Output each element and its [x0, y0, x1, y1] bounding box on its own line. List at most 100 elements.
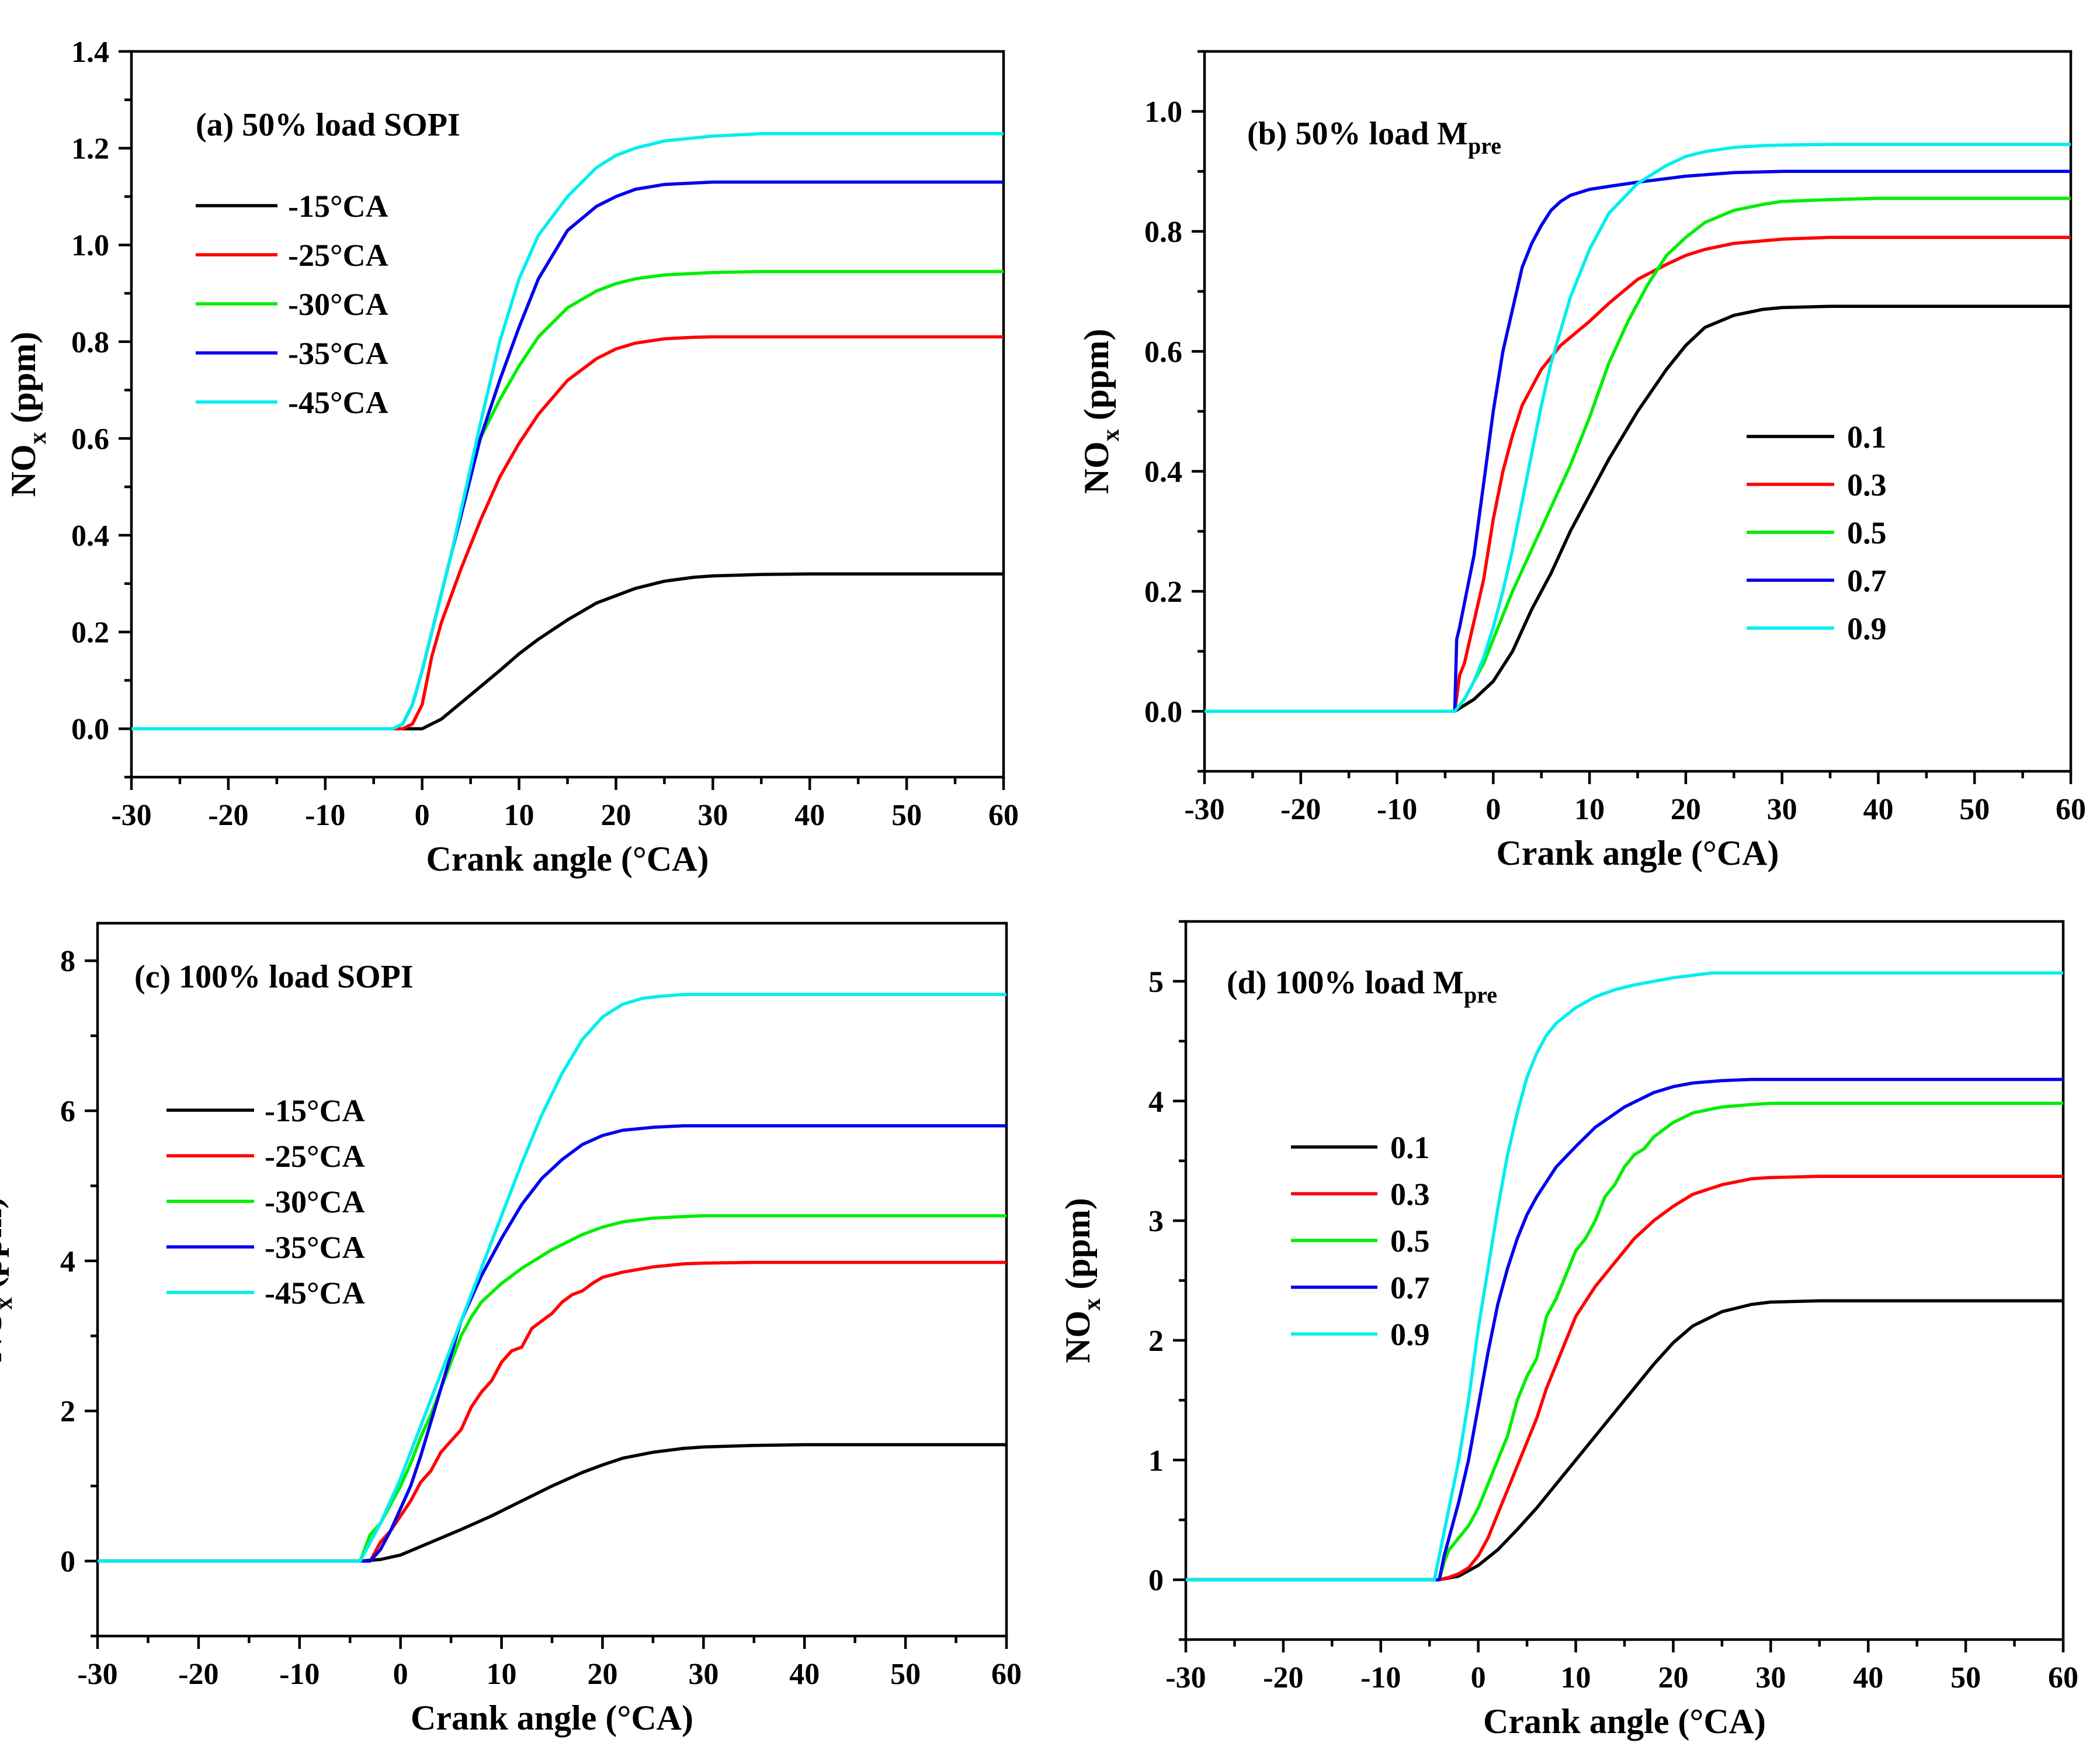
y-tick-label-b: 1.0: [1144, 96, 1182, 129]
x-tick-label-b: 60: [2056, 793, 2086, 826]
plot-frame-d: [1184, 920, 2065, 1641]
series-line-d-0: [1186, 1299, 2063, 1582]
legend-label-c-0: -15°CA: [265, 1093, 365, 1128]
legend-label-a-2: -30°CA: [288, 287, 388, 322]
series-line-b-0: [1205, 304, 2071, 713]
x-axis-label-c: Crank angle (°CA): [411, 1699, 693, 1737]
legend-label-c-4: -45°CA: [265, 1276, 365, 1311]
legend-label-a-1: -25°CA: [288, 238, 388, 273]
legend-label-a-4: -45°CA: [288, 385, 388, 420]
x-tick-label-a: 50: [891, 799, 922, 832]
x-tick-label-a: -20: [208, 799, 248, 832]
y-tick-label-b: 0.6: [1144, 335, 1182, 369]
series-line-b-3: [1205, 169, 2071, 713]
y-axis-label-d: NOx (ppm): [1058, 1198, 1106, 1363]
y-tick-label-c: 6: [60, 1095, 75, 1128]
x-tick-label-b: -20: [1280, 793, 1321, 826]
legend-label-d-1: 0.3: [1390, 1177, 1430, 1212]
y-tick-label-b: 0.4: [1144, 456, 1182, 489]
x-tick-label-b: 40: [1863, 793, 1893, 826]
y-tick-label-a: 0.4: [71, 519, 109, 553]
y-tick-label-d: 3: [1148, 1205, 1164, 1238]
x-tick-label-c: 30: [688, 1658, 718, 1691]
y-tick-label-a: 1.4: [71, 36, 109, 69]
x-tick-label-b: 20: [1671, 793, 1701, 826]
x-tick-label-c: 10: [487, 1658, 517, 1691]
series-line-c-3: [98, 1124, 1006, 1563]
series-line-d-1: [1186, 1174, 2063, 1582]
x-axis-label-b: Crank angle (°CA): [1497, 834, 1779, 872]
y-tick-label-a: 0.0: [71, 713, 109, 746]
x-axis-label-d: Crank angle (°CA): [1483, 1702, 1766, 1741]
y-tick-label-d: 5: [1148, 965, 1164, 999]
x-tick-label-a: 10: [504, 799, 534, 832]
x-tick-label-b: 50: [1959, 793, 1990, 826]
series-line-b-1: [1205, 235, 2071, 713]
series-line-a-4: [131, 132, 1004, 730]
x-tick-label-c: 0: [393, 1658, 408, 1691]
legend-label-b-3: 0.7: [1847, 563, 1887, 598]
legend-label-d-2: 0.5: [1390, 1224, 1430, 1259]
panel-b: -30 -20 -10 0 10 20 30 40 50 60 0.0 0.2 0.4 0.6 0.8 1.0…: [1077, 50, 2086, 872]
y-tick-label-c: 0: [60, 1545, 75, 1579]
series-line-d-3: [1186, 1077, 2063, 1582]
x-tick-label-b: -30: [1184, 793, 1224, 826]
y-axis-label-c: NOx (ppm): [0, 1197, 18, 1363]
series-line-a-3: [131, 180, 1004, 730]
y-tick-label-d: 4: [1148, 1085, 1164, 1118]
series-line-c-2: [98, 1214, 1006, 1563]
panel-title-b: (b) 50% load Mpre: [1247, 116, 1501, 159]
y-tick-label-a: 0.6: [71, 422, 109, 456]
x-tick-label-d: -30: [1165, 1661, 1206, 1694]
x-tick-label-a: 40: [794, 799, 825, 832]
panel-a: -30 -20 -10 0 10 20 30 40 50 60 0.0 0.2 0.4 0.6 0.8 1.0…: [4, 36, 1019, 878]
y-tick-label-b: 0.2: [1144, 576, 1182, 609]
y-tick-label-b: 0.0: [1144, 695, 1182, 729]
series-line-c-0: [98, 1443, 1006, 1563]
x-tick-label-b: 30: [1767, 793, 1797, 826]
y-tick-label-a: 1.0: [71, 229, 109, 262]
legend-label-c-3: -35°CA: [265, 1230, 365, 1265]
x-tick-label-b: -10: [1377, 793, 1417, 826]
x-tick-label-c: -20: [178, 1658, 218, 1691]
x-tick-label-c: 60: [991, 1658, 1022, 1691]
legend-label-c-1: -25°CA: [265, 1139, 365, 1174]
y-tick-label-d: 1: [1148, 1444, 1164, 1478]
panel-title-a: (a) 50% load SOPI: [196, 107, 460, 143]
x-tick-label-d: 40: [1853, 1661, 1883, 1694]
y-tick-label-a: 1.2: [71, 133, 109, 166]
y-axis-label-b: NOx (ppm): [1077, 329, 1124, 494]
series-line-d-4: [1186, 971, 2063, 1582]
series-line-a-1: [131, 335, 1004, 730]
series-line-c-1: [98, 1260, 1006, 1563]
x-axis-label-a: Crank angle (°CA): [426, 840, 709, 878]
y-tick-label-c: 4: [60, 1245, 75, 1278]
panel-title-c: (c) 100% load SOPI: [134, 959, 414, 995]
x-tick-label-c: -10: [279, 1658, 320, 1691]
legend-label-c-2: -30°CA: [265, 1184, 365, 1219]
series-line-b-4: [1205, 143, 2071, 713]
x-tick-label-d: 0: [1471, 1661, 1486, 1694]
legend-label-b-4: 0.9: [1847, 611, 1887, 646]
series-line-c-4: [98, 993, 1006, 1563]
plot-frame-a: [130, 50, 1005, 779]
x-tick-label-a: -10: [305, 799, 345, 832]
x-tick-label-d: -10: [1360, 1661, 1401, 1694]
panel-c: -30 -20 -10 0 10 20 30 40 50 60 0 2 4 6 8 Crank angle (…: [0, 921, 1022, 1737]
legend-label-d-0: 0.1: [1390, 1130, 1430, 1165]
panel-d: -30 -20 -10 0 10 20 30 40 50 60 0 1 2 3 4 5 Crank angle …: [1058, 920, 2078, 1741]
legend-label-a-0: -15°CA: [288, 189, 388, 224]
y-tick-label-a: 0.8: [71, 326, 109, 359]
panel-title-d: (d) 100% load Mpre: [1227, 965, 1497, 1008]
series-line-a-2: [131, 269, 1004, 730]
y-axis-label-a: NOx (ppm): [4, 332, 51, 497]
x-tick-label-d: -20: [1263, 1661, 1303, 1694]
legend-label-a-3: -35°CA: [288, 336, 388, 371]
y-tick-label-c: 2: [60, 1395, 75, 1429]
legend-label-d-4: 0.9: [1390, 1317, 1430, 1352]
y-tick-label-d: 2: [1148, 1325, 1164, 1358]
x-tick-label-a: 20: [601, 799, 631, 832]
legend-label-d-3: 0.7: [1390, 1270, 1430, 1305]
series-line-a-0: [131, 572, 1004, 730]
x-tick-label-d: 30: [1755, 1661, 1786, 1694]
